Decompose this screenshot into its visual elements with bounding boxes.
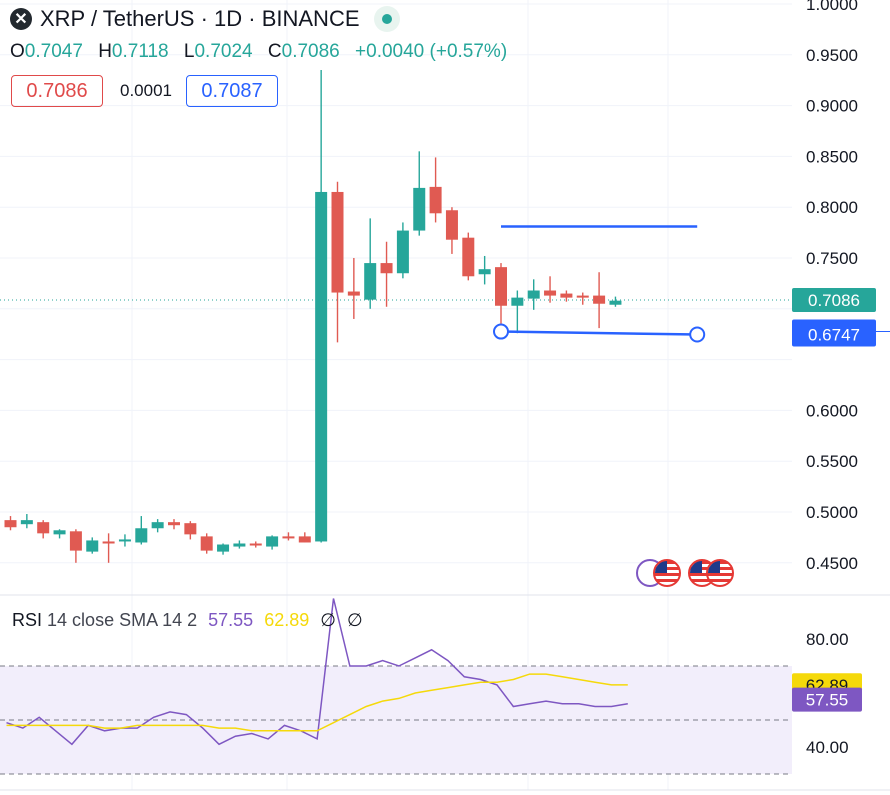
- high-value: 0.7118: [111, 41, 169, 62]
- last-price-tag-text: 0.7086: [808, 291, 860, 310]
- rsi-line: [6, 598, 628, 746]
- candle-body: [462, 237, 475, 277]
- chart-header: ✕ XRP / TetherUS · 1D · BINANCE: [10, 6, 400, 32]
- candle-body: [118, 539, 131, 542]
- price-axis-label: 0.8500: [806, 147, 858, 166]
- rsi-value-tag-bg: [792, 687, 862, 712]
- low-label: L: [183, 41, 195, 62]
- candle-body: [266, 536, 279, 547]
- null-value-1: ∅: [320, 610, 336, 630]
- candle-body: [135, 528, 148, 543]
- last-price-tag: 0.7086: [792, 288, 876, 313]
- candle-body: [593, 295, 606, 304]
- high-label: H: [98, 41, 112, 62]
- candle-body: [429, 186, 442, 214]
- candle-body: [560, 293, 573, 298]
- candle-body: [151, 522, 164, 529]
- candle-body: [233, 543, 246, 547]
- candle-body: [37, 522, 50, 534]
- candle-body: [86, 540, 99, 552]
- us-flag-event-icon[interactable]: [706, 559, 734, 587]
- price-axis-label: 0.7500: [806, 249, 858, 268]
- candle-body: [217, 544, 230, 552]
- price-axis-label: 0.6000: [806, 401, 858, 420]
- candle-body: [249, 543, 262, 546]
- price-axis-label: 0.8000: [806, 198, 858, 217]
- trendline-handle[interactable]: [493, 323, 509, 340]
- spread-value: 0.0001: [120, 81, 172, 100]
- change-value: +0.0040 (+0.57%): [355, 41, 508, 62]
- us-flag-event-icon[interactable]: [653, 559, 681, 587]
- candle-body: [298, 536, 311, 543]
- candle-body: [102, 541, 115, 544]
- candle-body: [576, 295, 589, 298]
- rsi-value-tag-text: 57.55: [806, 691, 849, 710]
- rsi-params: 14 close SMA 14 2: [47, 610, 198, 630]
- candle-body: [495, 267, 507, 306]
- close-value: 0.7086: [281, 41, 340, 62]
- support-trendline: [500, 330, 698, 336]
- candle-body: [396, 230, 409, 274]
- candle-body: [347, 291, 360, 296]
- candle-body: [4, 520, 17, 528]
- candle-body: [282, 536, 295, 539]
- price-axis-label: 0.5500: [806, 452, 858, 471]
- trendline-price-tag: 0.6747: [792, 322, 876, 347]
- market-status-indicator[interactable]: [373, 6, 400, 32]
- xrp-logo-icon: ✕: [10, 8, 32, 30]
- rsi-sma-value: 62.89: [264, 610, 310, 630]
- candle-body: [527, 290, 540, 299]
- price-axis-label: 1.0000: [806, 0, 858, 14]
- candle-body: [200, 536, 213, 551]
- candle-body: [20, 520, 33, 525]
- symbol-title[interactable]: XRP / TetherUS · 1D · BINANCE: [40, 6, 360, 31]
- market-open-dot-icon: [381, 14, 392, 24]
- trendline-price-tag-bg: [792, 322, 876, 347]
- candle-body: [53, 530, 66, 535]
- close-label: C: [267, 41, 282, 62]
- candle-body: [413, 187, 426, 231]
- rsi-axis-label: 40.00: [806, 738, 849, 757]
- candle-body: [315, 191, 328, 542]
- last-price-tag-bg: [792, 288, 876, 313]
- rsi-sma-line: [6, 673, 628, 732]
- buy-price-button[interactable]: 0.7087: [186, 75, 278, 107]
- price-axis-label: 0.5000: [806, 503, 858, 522]
- candle-body: [511, 297, 524, 306]
- candle-body: [168, 522, 180, 526]
- rsi-value: 57.55: [208, 610, 254, 630]
- rsi-axis-label: 80.00: [806, 630, 849, 649]
- economic-events[interactable]: [636, 559, 740, 591]
- trendline-price-tag-text: 0.6747: [808, 326, 860, 345]
- candle-body: [331, 191, 344, 293]
- price-axis-label: 0.9000: [806, 97, 858, 116]
- rsi-value-tag: 57.55: [792, 687, 862, 712]
- low-value: 0.7024: [194, 41, 253, 62]
- ohlc-legend: O0.7047 H0.7118 L0.7024 C0.7086 +0.0040 …: [10, 41, 517, 63]
- candle-body: [445, 210, 458, 240]
- price-axis-label: 0.9500: [806, 46, 858, 65]
- trendline-handle[interactable]: [689, 326, 706, 343]
- candle-body: [380, 263, 393, 274]
- candle-body: [478, 269, 491, 275]
- sell-price-button[interactable]: 0.7086: [11, 75, 103, 107]
- candle-body: [184, 523, 197, 535]
- candle-body: [544, 290, 557, 296]
- rsi-name: RSI: [12, 610, 43, 630]
- null-value-2: ∅: [346, 610, 363, 630]
- price-axis-label: 0.4500: [806, 554, 858, 573]
- rsi-legend[interactable]: RSI 14 close SMA 14 2 57.55 62.89 ∅ ∅: [12, 610, 363, 631]
- candle-body: [364, 263, 377, 300]
- open-value: 0.7047: [24, 41, 83, 62]
- candle-body: [69, 531, 82, 551]
- open-label: O: [10, 41, 25, 62]
- candle-body: [609, 300, 622, 305]
